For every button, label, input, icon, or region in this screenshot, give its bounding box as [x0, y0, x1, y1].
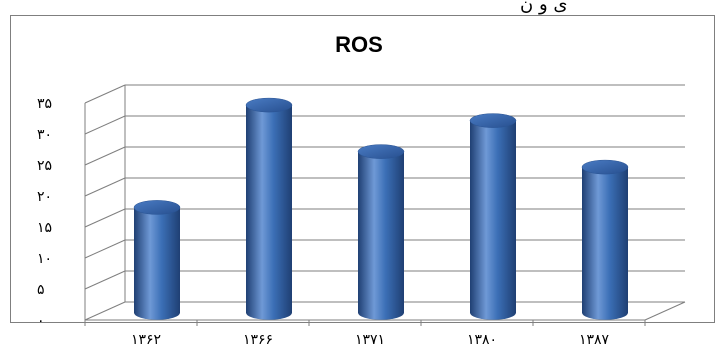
bar	[133, 200, 181, 320]
x-tick-label: ۱۳۷۱	[355, 332, 385, 348]
y-tick-label: ۲۵	[37, 158, 52, 174]
x-tick-label: ۱۳۸۷	[579, 332, 610, 348]
grid-diagonal	[84, 301, 126, 321]
y-tick-label: ۳۰	[37, 127, 52, 143]
y-tick-label: ۱۰	[37, 251, 52, 267]
y-tick-label: ۲۰	[37, 189, 52, 205]
grid-diagonal	[84, 208, 126, 228]
x-tick-label: ۱۳۶۲	[131, 332, 161, 348]
grid-diagonal	[84, 177, 126, 197]
bar	[469, 113, 517, 320]
bar-body	[246, 105, 292, 320]
y-tick-label: ۵	[37, 282, 45, 298]
y-tick-label: ۰	[37, 313, 45, 329]
bar	[245, 97, 293, 320]
x-tick-label: ۱۳۶۶	[243, 332, 273, 348]
bar-cap	[469, 113, 517, 128]
bar-body	[582, 167, 628, 320]
floor-right-edge	[644, 301, 686, 321]
bar-cap	[581, 159, 629, 175]
grid-diagonal	[84, 239, 126, 259]
x-axis-ticks: ۱۳۶۲ ۱۳۶۶ ۱۳۷۱ ۱۳۸۰ ۱۳۸۷	[84, 320, 646, 348]
grid-diagonal	[84, 115, 126, 135]
top-text-fragment: ی و ن	[520, 0, 568, 15]
y-axis-ticks: ۰ ۵ ۱۰ ۱۵ ۲۰ ۲۵ ۳۰ ۳۵	[37, 96, 52, 329]
bar-body	[358, 151, 404, 320]
grid-diagonal	[84, 84, 126, 104]
bar-cap	[245, 97, 293, 113]
bar-layer	[133, 97, 629, 320]
y-tick-label: ۱۵	[37, 220, 52, 236]
bar	[357, 144, 405, 320]
x-tick-label: ۱۳۸۰	[467, 332, 497, 348]
bar-cap	[133, 200, 181, 215]
grid-diagonal	[84, 270, 126, 290]
bar-body	[134, 207, 180, 320]
bar-cap	[357, 144, 405, 159]
grid-diagonal	[84, 146, 126, 166]
chart-title: ROS	[335, 32, 383, 57]
bar	[581, 159, 629, 320]
y-tick-label: ۳۵	[37, 96, 52, 112]
bar-body	[470, 120, 516, 320]
